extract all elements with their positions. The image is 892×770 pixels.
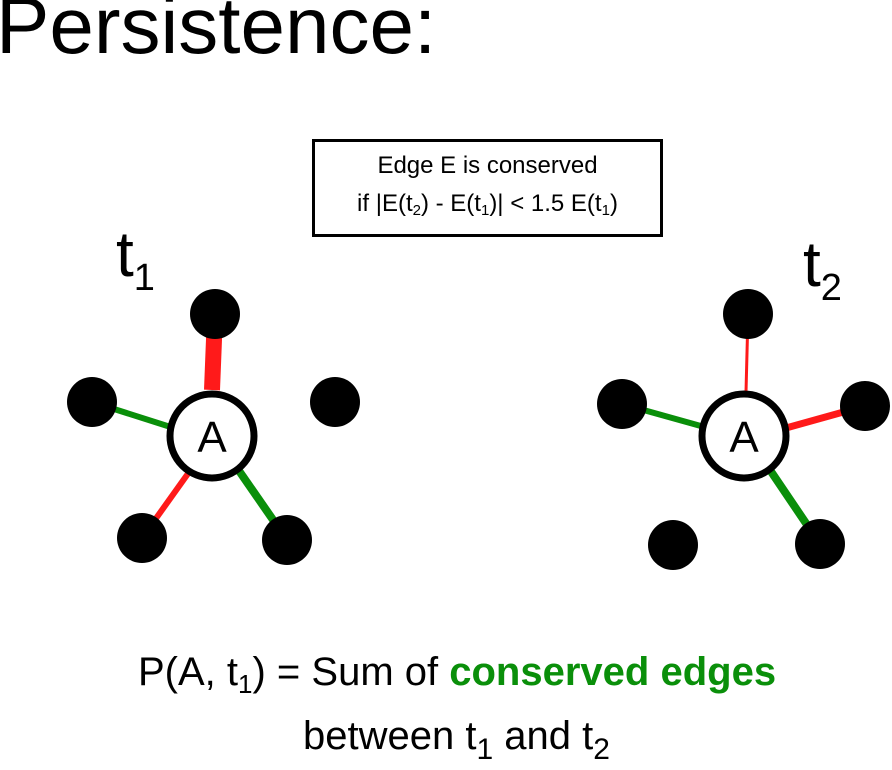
graph-t1: A xyxy=(67,289,360,565)
node-t1-bottom-right xyxy=(262,515,312,565)
conservation-rule-box: Edge E is conserved if |E(t2) - E(t1)| <… xyxy=(312,139,663,237)
rule-line-2: if |E(t2) - E(t1)| < 1.5 E(t1) xyxy=(357,190,618,219)
node-t1-left xyxy=(67,377,117,427)
node-t2-right xyxy=(840,381,890,431)
persistence-formula-line-2: between t1 and t2 xyxy=(303,714,610,766)
node-t2-top xyxy=(723,289,773,339)
rule-line-1: Edge E is conserved xyxy=(377,152,598,179)
node-t2-bottom-left xyxy=(648,520,698,570)
center-node-t1 xyxy=(166,390,258,482)
node-t1-right xyxy=(310,377,360,427)
time-label-t2: t2 xyxy=(803,228,842,309)
page-title: Persistence: xyxy=(0,0,437,70)
conserved-edges-highlight: conserved edges xyxy=(449,650,777,694)
center-node-t2-label: A xyxy=(729,413,759,462)
persistence-formula: P(A, t1) = Sum of conserved edges xyxy=(138,650,777,699)
time-label-t1: t1 xyxy=(116,218,155,299)
center-node-t2 xyxy=(698,390,790,482)
node-t2-left xyxy=(597,379,647,429)
graph-t2: A xyxy=(597,289,890,570)
node-t1-bottom-left xyxy=(117,513,167,563)
node-t1-top xyxy=(190,289,240,339)
node-t2-bottom-right xyxy=(795,519,845,569)
center-node-t1-label: A xyxy=(197,413,227,462)
